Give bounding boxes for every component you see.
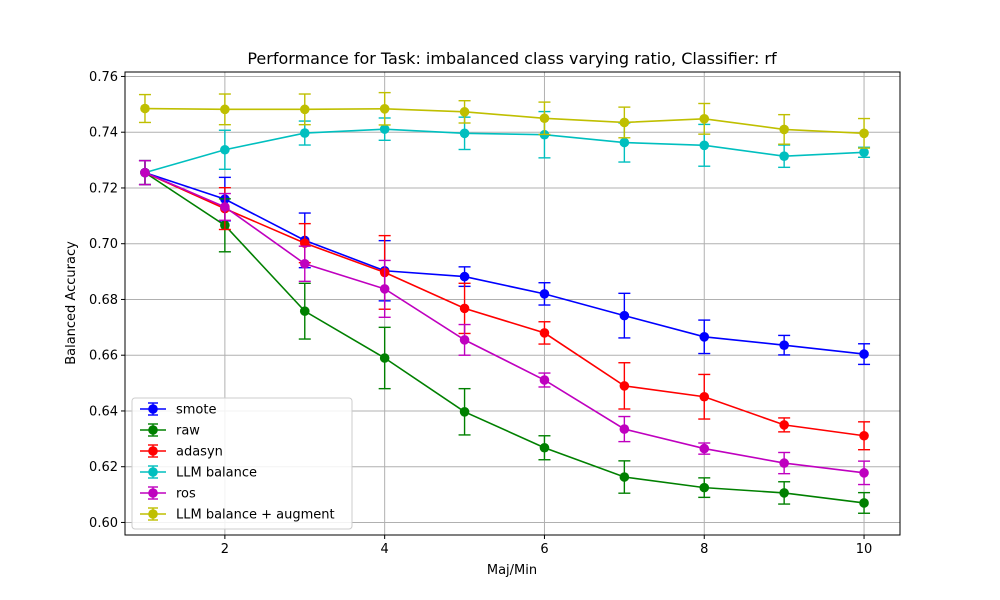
legend-item: LLM balance [140, 465, 257, 481]
y-tick-label: 0.66 [89, 349, 118, 364]
data-point [299, 258, 310, 269]
legend-label: smote [176, 403, 217, 418]
x-axis-label: Maj/Min [487, 563, 537, 578]
data-point [459, 303, 470, 314]
data-point [619, 472, 630, 482]
y-tick-label: 0.60 [89, 516, 118, 531]
legend-label: adasyn [176, 445, 223, 460]
legend-item: raw [140, 423, 200, 439]
x-tick-label: 2 [221, 542, 229, 557]
data-point [299, 306, 310, 316]
data-point [859, 430, 869, 441]
plot-frame [124, 71, 901, 536]
data-point [539, 328, 550, 338]
data-point [619, 117, 630, 128]
data-point [619, 424, 630, 434]
series-line [144, 171, 865, 437]
data-point [699, 332, 710, 342]
x-tick-label: 10 [856, 542, 873, 557]
data-point [379, 124, 390, 134]
x-tick-label: 8 [700, 542, 708, 557]
legend-item: LLM balance + augment [140, 507, 335, 523]
data-point [459, 271, 470, 282]
data-point [539, 375, 550, 385]
data-point [220, 202, 230, 212]
legend-label: LLM balance [176, 466, 257, 481]
y-tick-label: 0.76 [89, 70, 118, 85]
data-point [619, 137, 630, 148]
data-point [379, 103, 390, 114]
legend-item: ros [140, 486, 196, 502]
data-point [459, 107, 470, 117]
data-point [619, 381, 630, 391]
legend-label: raw [176, 424, 200, 439]
series-ros [138, 159, 871, 486]
data-point [459, 406, 470, 417]
data-point [699, 391, 710, 402]
legend-marker [148, 509, 158, 519]
series-line [144, 128, 865, 174]
series-line [144, 107, 865, 135]
series-raw [138, 159, 871, 514]
legend-marker [148, 425, 158, 435]
legend-marker [148, 488, 158, 498]
y-axis-label: Balanced Accuracy [64, 241, 79, 365]
legend-item: smote [140, 402, 217, 418]
data-point [699, 114, 710, 124]
series-line [144, 171, 865, 504]
data-point [379, 353, 390, 363]
data-point [459, 128, 470, 139]
data-point [859, 349, 869, 359]
legend-marker [148, 467, 158, 477]
data-point [699, 140, 710, 151]
data-point [699, 482, 710, 493]
x-tick-label: 6 [540, 542, 548, 557]
legend-label: ros [176, 487, 196, 502]
data-point [539, 442, 550, 453]
data-point [699, 443, 710, 454]
series-layer [138, 91, 871, 514]
data-point [140, 167, 150, 178]
data-point [859, 128, 869, 139]
data-point [459, 335, 470, 345]
y-tick-label: 0.68 [89, 293, 118, 308]
y-tick-label: 0.74 [89, 126, 118, 141]
data-point [859, 498, 869, 508]
data-point [539, 289, 550, 299]
x-tick-label: 4 [381, 542, 389, 557]
data-point [220, 144, 230, 155]
data-point [220, 104, 230, 115]
chart-title: Performance for Task: imbalanced class v… [247, 49, 777, 68]
ticks: 2 4 6 8 10 0.60 0.62 0.64 0.66 0.68 0.70 0.72 0.74 0.… [89, 70, 872, 557]
series-llm-balance-augment [138, 91, 871, 149]
data-point [299, 104, 310, 115]
data-point [859, 147, 869, 158]
legend-box [131, 397, 353, 530]
data-point [299, 128, 310, 138]
y-tick-label: 0.62 [89, 460, 118, 475]
series-line [144, 171, 865, 474]
legend-item: adasyn [140, 444, 223, 460]
data-point [140, 103, 150, 114]
data-point [779, 340, 789, 350]
y-tick-label: 0.72 [89, 181, 118, 196]
data-point [619, 310, 630, 321]
y-tick-label: 0.64 [89, 404, 118, 419]
data-point [859, 468, 869, 478]
data-point [779, 151, 789, 161]
legend: smote raw adasyn LLM balance ros LLM balance … [131, 397, 353, 530]
series-line [144, 171, 865, 355]
data-point [779, 458, 789, 468]
legend-label: LLM balance + augment [176, 508, 335, 523]
y-tick-label: 0.70 [89, 237, 118, 252]
data-point [539, 113, 550, 124]
data-point [779, 420, 789, 430]
data-point [779, 488, 789, 498]
legend-marker [148, 404, 158, 414]
data-point [379, 284, 390, 294]
legend-marker [148, 446, 158, 456]
data-point [779, 124, 789, 135]
